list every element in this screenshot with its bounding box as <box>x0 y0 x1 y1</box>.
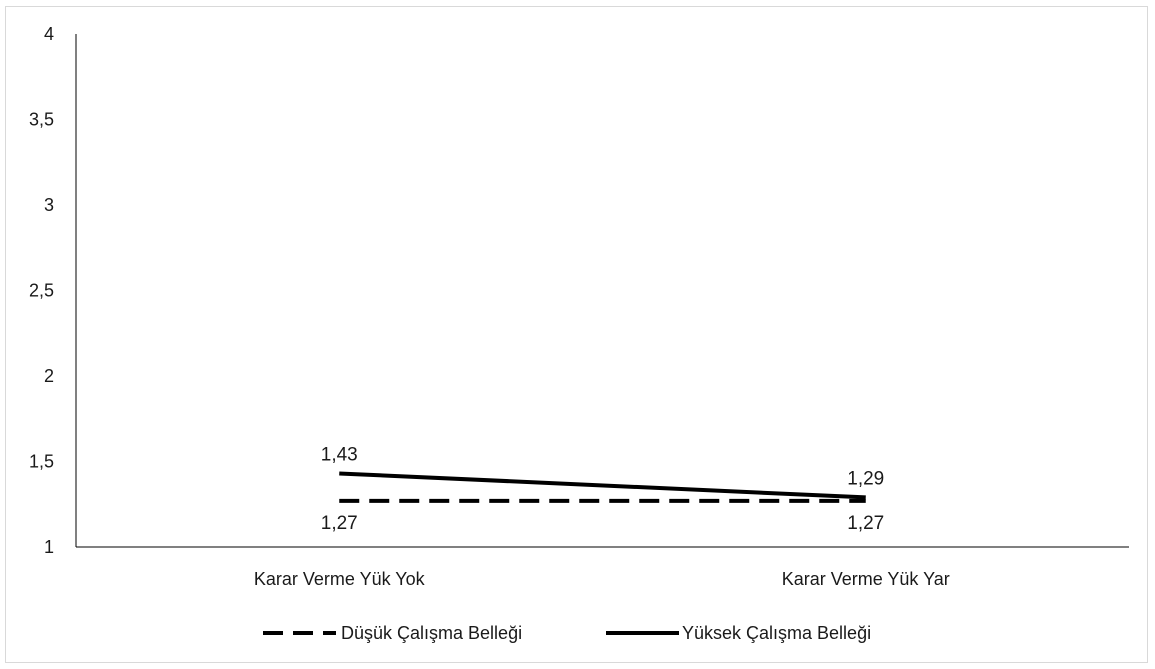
data-label: 1,27 <box>321 513 358 534</box>
legend: Düşük Çalışma Belleği Yüksek Çalışma Bell… <box>263 623 871 643</box>
y-tick-label: 1,5 <box>29 452 54 472</box>
y-tick-label: 3 <box>44 195 54 215</box>
legend-label: Düşük Çalışma Belleği <box>341 623 522 643</box>
y-axis-ticks: 1 1,5 2 2,5 3 3,5 4 <box>29 24 54 557</box>
y-tick-label: 3,5 <box>29 110 54 130</box>
series-line-2 <box>339 471 866 500</box>
x-tick-label: Karar Verme Yük Yar <box>782 569 950 589</box>
axes <box>75 34 1129 548</box>
y-tick-label: 4 <box>44 24 54 44</box>
data-label: 1,29 <box>847 468 884 489</box>
data-label: 1,27 <box>847 513 884 534</box>
series-layer <box>339 471 866 503</box>
x-axis-ticks: Karar Verme Yük Yok Karar Verme Yük Yar <box>254 569 950 589</box>
y-tick-label: 2,5 <box>29 281 54 301</box>
y-tick-label: 2 <box>44 366 54 386</box>
legend-label: Yüksek Çalışma Belleği <box>682 623 871 643</box>
chart-frame <box>5 6 1148 663</box>
x-tick-label: Karar Verme Yük Yok <box>254 569 426 589</box>
data-label: 1,43 <box>321 444 358 465</box>
y-tick-label: 1 <box>44 537 54 557</box>
data-labels: 1,27 1,27 1,43 1,29 <box>321 444 884 533</box>
